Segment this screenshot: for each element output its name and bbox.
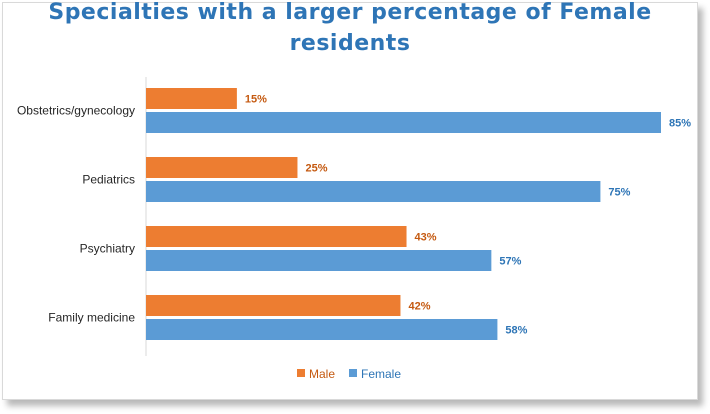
legend-label-male: Male: [309, 367, 335, 381]
data-label-male-psychiatry: 43%: [415, 232, 437, 244]
bar-female-psychiatry: [146, 250, 492, 271]
category-label-obstetrics-gynecology: Obstetrics/gynecology: [17, 104, 135, 118]
legend-swatch-female: [349, 369, 357, 377]
data-label-male-family-medicine: 42%: [408, 301, 430, 313]
data-label-male-obstetrics-gynecology: 15%: [245, 94, 267, 106]
bar-chart: 15% 85% Obstetrics/gynecology 25% 75% Pediatr…: [17, 77, 691, 381]
data-label-female-family-medicine: 58%: [505, 325, 527, 337]
category-label-family-medicine: Family medicine: [48, 311, 135, 325]
bar-female-pediatrics: [146, 181, 601, 202]
data-label-male-pediatrics: 25%: [305, 163, 327, 175]
bar-male-family-medicine: [146, 295, 401, 316]
bar-male-psychiatry: [146, 226, 407, 247]
legend-label-female: Female: [361, 367, 401, 381]
category-label-pediatrics: Pediatrics: [82, 173, 135, 187]
data-label-female-pediatrics: 75%: [608, 187, 630, 199]
category-label-psychiatry: Psychiatry: [80, 242, 135, 256]
bar-male-pediatrics: [146, 157, 298, 178]
data-label-female-psychiatry: 57%: [499, 256, 521, 268]
bar-female-obstetrics-gynecology: [146, 112, 661, 133]
bar-male-obstetrics-gynecology: [146, 88, 237, 109]
legend-swatch-male: [297, 369, 305, 377]
chart-title: Specialties with a larger percentage of …: [48, 0, 652, 56]
bar-female-family-medicine: [146, 319, 498, 340]
data-label-female-obstetrics-gynecology: 85%: [669, 118, 691, 130]
chart-frame: Specialties with a larger percentage of …: [2, 0, 698, 400]
